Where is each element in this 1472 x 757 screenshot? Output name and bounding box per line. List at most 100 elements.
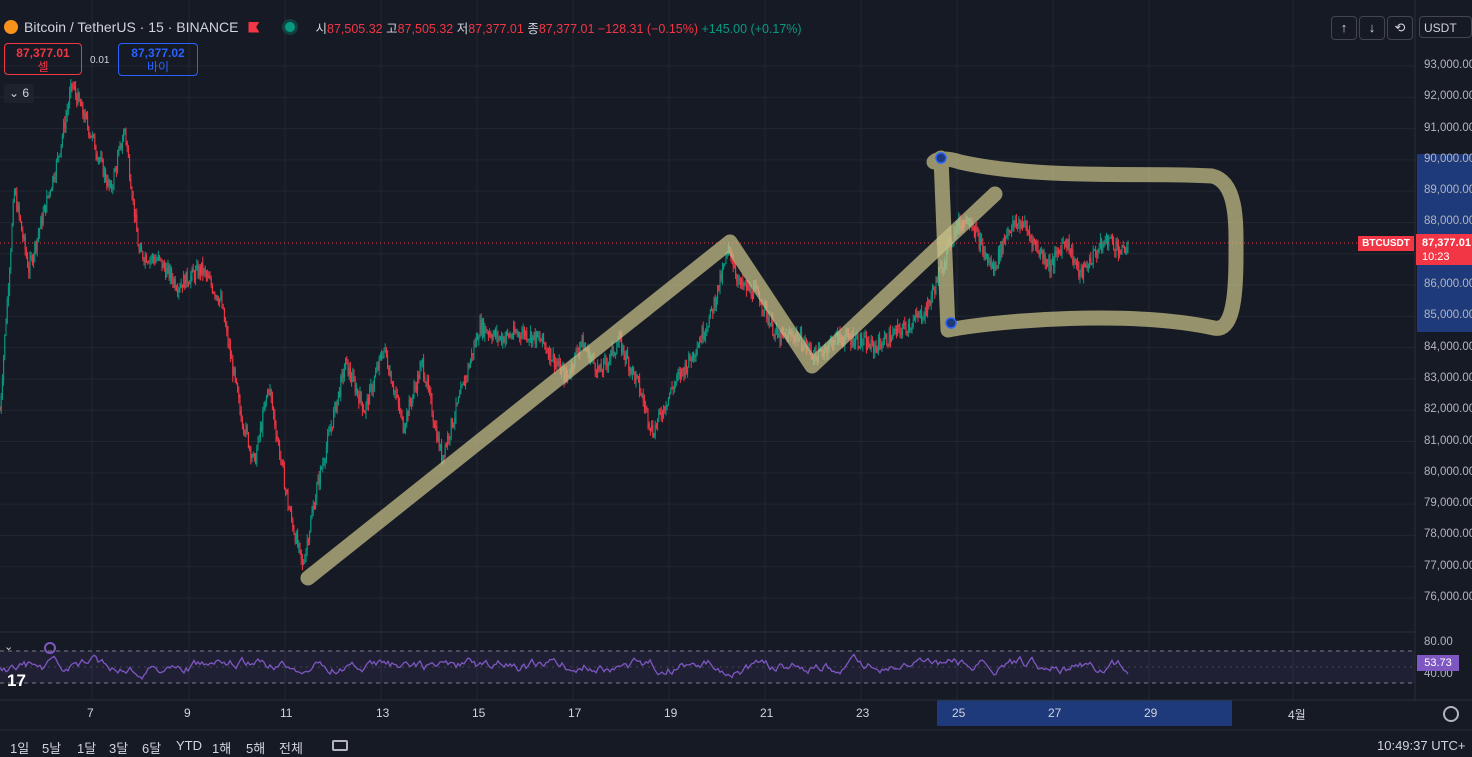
range-5d[interactable]: 5날 [42,741,62,756]
bitcoin-icon [4,20,18,34]
candle-body [156,259,158,261]
indicators-toggle[interactable]: ⌄ 6 [4,84,34,103]
clock[interactable]: 10:49:37 UTC+ [1377,738,1466,753]
range-6m[interactable]: 6달 [142,741,162,756]
candle-body [438,435,440,450]
arrow-down-icon[interactable]: ↓ [1359,16,1385,40]
currency-select[interactable]: USDT [1419,16,1472,38]
rsi-collapse-icon[interactable]: ⌄ [4,641,14,653]
time-axis-label: 15 [472,706,486,720]
candle-body [312,506,314,513]
candle-body [323,462,325,464]
candle-body [666,404,668,407]
candle-body [35,242,37,250]
candle-body [634,371,636,382]
candle-body [199,266,201,275]
candle-body [126,142,128,149]
drawing-anchor-start[interactable] [935,152,947,164]
candle-body [869,347,871,350]
range-1d[interactable]: 1일 [10,741,30,756]
candle-body [30,256,32,258]
candle-body [703,336,705,339]
candle-body [850,338,852,345]
candle-body [1008,229,1010,232]
candle-body [271,397,273,408]
range-1m[interactable]: 1달 [77,741,97,756]
candle-body [61,135,63,145]
candle-body [630,367,632,375]
candle-body [414,386,416,388]
candle-body [21,221,23,232]
candle-body [904,322,906,326]
candle-body [187,283,189,285]
candle-body [220,295,222,299]
candle-body [456,402,458,404]
candle-body [1066,240,1068,249]
candle-body [1025,221,1027,226]
candle-body [22,231,24,239]
candle-body [621,336,623,353]
candle-body [1061,244,1063,255]
candle-body [895,328,897,334]
candle-body [311,512,313,519]
candle-body [426,379,428,386]
candle-body [171,269,173,279]
candle-body [683,370,685,376]
calendar-icon[interactable] [332,740,348,751]
candle-body [519,332,521,337]
candle-body [444,445,446,457]
candle-body [1083,263,1085,278]
candle-body [463,381,465,387]
refresh-icon[interactable]: ⟲ [1387,16,1413,40]
brush-stroke-zigzag[interactable] [300,186,1003,586]
candle-body [990,260,992,269]
candle-body [715,299,717,307]
candle-body [539,336,541,341]
candle-body [294,534,296,543]
candle-body [982,242,984,255]
price-axis-label: 93,000.00 [1424,59,1472,71]
candle-body [148,262,150,264]
candle-body [372,386,374,393]
sell-button[interactable]: 87,377.01 셀 [4,43,82,75]
candle-body [108,179,110,187]
range-3m[interactable]: 3달 [109,741,129,756]
symbol-title[interactable]: Bitcoin / TetherUS · 15 · BINANCE [24,19,239,35]
candle-body [413,386,415,395]
buy-button[interactable]: 87,377.02 바이 [118,43,198,76]
arrow-up-icon[interactable]: ↑ [1331,16,1357,40]
candle-body [209,278,211,280]
candle-body [861,334,863,346]
candle-body [907,323,909,333]
candle-body [131,188,133,198]
candle-body [972,227,974,229]
candle-body [450,418,452,437]
brush-stroke-box[interactable] [926,150,1244,338]
range-1y[interactable]: 1해 [212,741,232,756]
candle-body [1018,221,1020,225]
rsi-source-icon[interactable] [44,642,56,654]
drawing-anchor-end[interactable] [945,317,957,329]
gear-icon[interactable] [1443,706,1459,722]
flag-icon[interactable] [248,21,260,33]
candle-body [63,122,65,136]
market-status-icon[interactable] [285,22,296,32]
candle-body [486,332,488,334]
candle-body [241,421,243,425]
candle-body [1057,250,1059,252]
candle-body [455,402,457,418]
price-axis-label: 84,000.00 [1424,340,1472,353]
candle-body [424,376,426,383]
candle-body [18,204,20,216]
candle-body [477,335,479,341]
range-all[interactable]: 전체 [279,741,303,756]
candle-body [504,337,506,343]
candle-body [767,317,769,319]
range-5y[interactable]: 5해 [246,741,266,756]
candle-body [71,83,73,86]
range-ytd[interactable]: YTD [176,738,202,753]
drawing-annotations[interactable] [300,150,1244,586]
candle-body [984,251,986,259]
candle-body [1113,241,1115,250]
